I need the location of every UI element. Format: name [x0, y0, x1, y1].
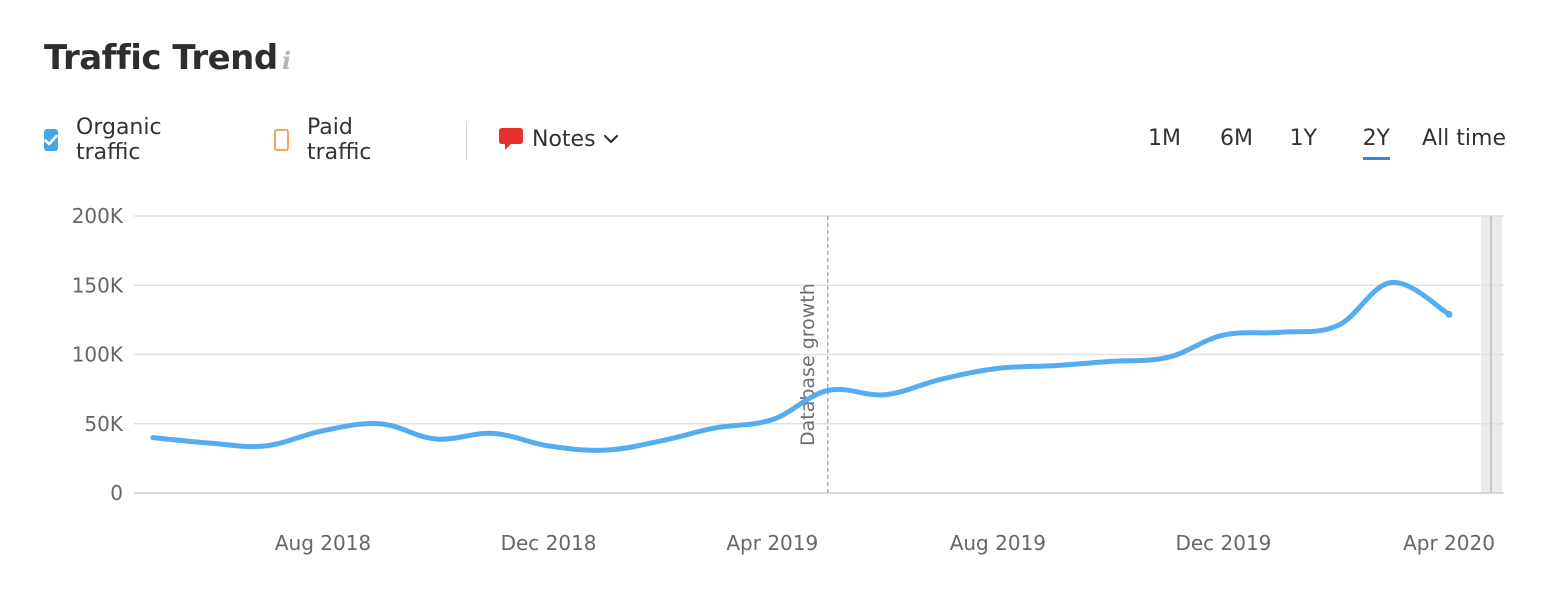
- organic-traffic-toggle[interactable]: Organic traffic: [44, 115, 170, 165]
- legend-divider: [466, 122, 467, 160]
- x-tick-label: Dec 2019: [1175, 531, 1271, 555]
- paid-traffic-label: Paid traffic: [306, 115, 372, 165]
- x-tick-label: Apr 2020: [1403, 531, 1495, 555]
- period-all-time[interactable]: All time: [1422, 126, 1506, 151]
- page-title: Traffic Trend: [44, 38, 278, 78]
- notes-label: Notes: [532, 126, 596, 152]
- x-tick-label: Dec 2018: [501, 531, 597, 555]
- period-2y[interactable]: 2Y: [1362, 126, 1390, 160]
- y-tick-label: 50K: [84, 412, 123, 436]
- notes-dropdown[interactable]: Notes: [498, 124, 620, 154]
- organic-traffic-point: [1445, 310, 1453, 318]
- period-6m[interactable]: 6M: [1220, 126, 1253, 151]
- info-icon[interactable]: i: [282, 46, 292, 75]
- chevron-down-icon: [603, 134, 618, 144]
- paid-checkbox[interactable]: [274, 129, 289, 151]
- x-tick-label: Aug 2018: [275, 531, 371, 555]
- y-tick-label: 0: [110, 481, 123, 505]
- period-1m[interactable]: 1M: [1148, 126, 1181, 151]
- y-tick-label: 150K: [72, 273, 124, 297]
- organic-checkbox[interactable]: [44, 129, 58, 151]
- paid-traffic-toggle[interactable]: Paid traffic: [274, 115, 379, 165]
- period-selector: 1M 6M 1Y 2Y All time: [1146, 126, 1506, 160]
- y-tick-label: 100K: [72, 343, 124, 367]
- x-tick-label: Apr 2019: [726, 531, 818, 555]
- checkmark-icon: [44, 134, 58, 146]
- period-1y[interactable]: 1Y: [1289, 126, 1317, 151]
- speech-bubble-icon: [499, 128, 523, 150]
- organic-traffic-line: [150, 279, 1452, 453]
- annotation-label: Database growth: [797, 283, 819, 446]
- organic-traffic-label: Organic traffic: [76, 115, 162, 165]
- x-tick-label: Aug 2019: [950, 531, 1046, 555]
- y-tick-label: 200K: [72, 204, 124, 228]
